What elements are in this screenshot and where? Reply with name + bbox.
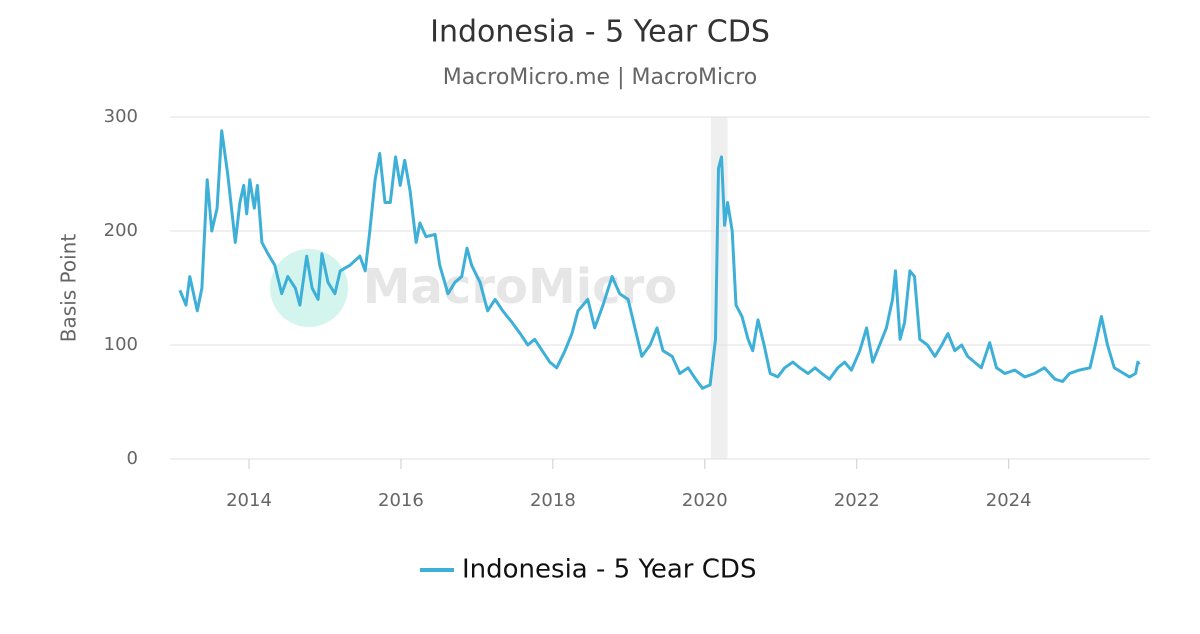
y-tick-label: 100 [104, 334, 138, 355]
x-tick-label: 2022 [834, 490, 880, 511]
watermark: MacroMicro [363, 259, 678, 315]
x-tick-label: 2014 [226, 490, 272, 511]
chart-title: Indonesia - 5 Year CDS [430, 15, 770, 50]
y-axis-label: Basis Point [57, 234, 81, 343]
legend-label: Indonesia - 5 Year CDS [462, 555, 756, 585]
y-tick-label: 200 [104, 220, 138, 241]
x-tick-label: 2024 [986, 490, 1032, 511]
x-tick-label: 2016 [378, 490, 424, 511]
y-tick-label: 300 [104, 106, 138, 127]
x-tick-label: 2018 [530, 490, 576, 511]
data-line [178, 129, 1141, 390]
x-tick-label: 2020 [682, 490, 728, 511]
y-tick-label: 0 [127, 448, 138, 469]
chart-subtitle: MacroMicro.me | MacroMicro [443, 65, 758, 90]
watermark-logo [270, 249, 348, 327]
legend-item: Indonesia - 5 Year CDS [420, 555, 756, 585]
